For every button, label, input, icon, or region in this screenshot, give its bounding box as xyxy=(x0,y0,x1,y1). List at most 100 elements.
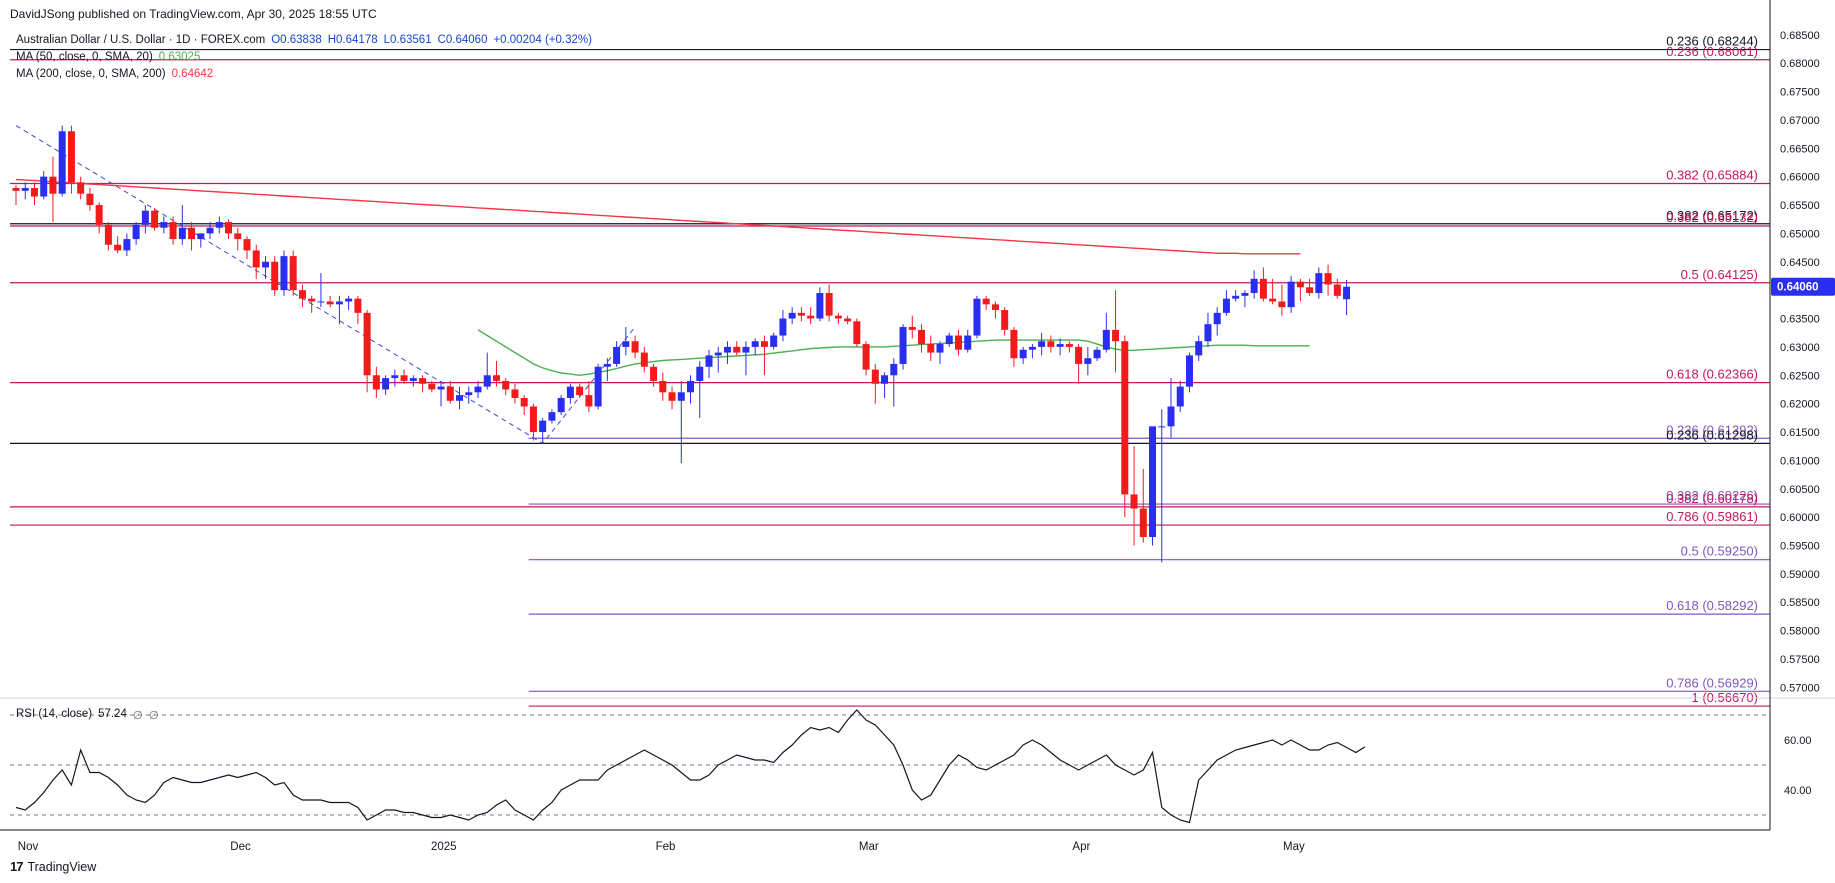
candle xyxy=(298,284,306,308)
candle-body xyxy=(696,366,704,381)
rsi-legend: RSI (14, close) 57.24 ∅ ∅ xyxy=(16,708,159,722)
candle xyxy=(1139,468,1147,543)
candle xyxy=(40,170,48,200)
price-tick-label: 0.60500 xyxy=(1780,484,1820,496)
candle xyxy=(881,372,889,398)
fib-label: 0.382 (0.65884) xyxy=(1666,167,1758,182)
ma200-label[interactable]: MA (200, close, 0, SMA, 200) xyxy=(16,68,166,80)
candle-body xyxy=(881,375,889,384)
candle-body xyxy=(908,327,916,330)
candle xyxy=(1195,335,1203,362)
candle-body xyxy=(1296,281,1304,288)
price-tick-label: 0.67000 xyxy=(1780,115,1820,127)
candle xyxy=(1315,267,1323,299)
candle-body xyxy=(797,312,805,316)
candle xyxy=(677,380,685,464)
candle xyxy=(1269,278,1277,305)
candle xyxy=(483,352,491,390)
candle-body xyxy=(742,346,750,353)
candle xyxy=(345,295,353,311)
candle-body xyxy=(428,383,436,390)
candle xyxy=(964,329,972,353)
candle xyxy=(234,227,242,251)
candle xyxy=(1038,332,1046,356)
price-tick-label: 0.67500 xyxy=(1780,87,1820,99)
candle xyxy=(271,256,279,296)
candle-body xyxy=(446,386,454,401)
fib-label: 0.618 (0.58292) xyxy=(1666,598,1758,613)
candle xyxy=(160,216,168,234)
candle xyxy=(1158,409,1166,563)
candle xyxy=(456,386,464,410)
ohlc-open: O0.63838 xyxy=(271,34,322,46)
candle xyxy=(1296,278,1304,302)
fibonacci-levels xyxy=(10,48,1770,707)
candle-body xyxy=(1056,344,1064,347)
candle xyxy=(705,349,713,379)
candle xyxy=(1047,335,1055,353)
candle-body xyxy=(622,341,630,347)
price-axis[interactable]: 0.68500 0.68000 0.67500 0.67000 0.66500 0.660… xyxy=(1769,0,1835,830)
ma200-line xyxy=(15,178,1301,255)
candle-body xyxy=(603,363,611,367)
candle-body xyxy=(40,176,48,197)
candle-body xyxy=(918,329,926,345)
candle-body xyxy=(788,312,796,319)
candle xyxy=(1343,279,1351,316)
time-axis[interactable]: Nov Dec 2025 Feb Mar Apr May xyxy=(0,829,1770,853)
candle xyxy=(687,375,695,404)
candle xyxy=(862,341,870,376)
symbol-name[interactable]: Australian Dollar / U.S. Dollar · 1D · F… xyxy=(16,34,266,46)
price-tick-label: 0.64500 xyxy=(1780,257,1820,269)
price-tick-label: 0.59000 xyxy=(1780,569,1820,581)
candle-body xyxy=(871,369,879,384)
candle-body xyxy=(511,389,519,398)
candle xyxy=(1093,346,1101,362)
candle-body xyxy=(21,188,29,191)
fib-label: 0.382 (0.60226) xyxy=(1666,488,1758,503)
rsi-extra-1: ∅ xyxy=(132,710,143,722)
candle-body xyxy=(991,304,999,311)
candle xyxy=(363,310,371,393)
candle-body xyxy=(613,346,621,364)
candle xyxy=(67,125,75,194)
candle xyxy=(520,395,528,415)
candle-body xyxy=(141,210,149,225)
candle xyxy=(751,338,759,356)
time-tick-label: Apr xyxy=(1072,841,1090,853)
trendline[interactable] xyxy=(15,125,636,445)
candle-body xyxy=(1185,355,1193,387)
candle-body xyxy=(1084,358,1092,364)
candle xyxy=(1176,380,1184,413)
candle-body xyxy=(1075,346,1083,364)
candle-body xyxy=(400,375,408,381)
candle xyxy=(252,244,260,279)
ma50-label[interactable]: MA (50, close, 0, SMA, 20) xyxy=(16,51,153,63)
candle xyxy=(816,287,824,322)
candle-body xyxy=(1010,329,1018,359)
candle xyxy=(511,383,519,404)
candle-body xyxy=(770,335,778,347)
candle-body xyxy=(123,239,131,251)
candle xyxy=(1306,278,1314,296)
candle xyxy=(1232,290,1240,302)
candle xyxy=(1084,346,1092,376)
candle xyxy=(529,403,537,441)
candle-body xyxy=(243,239,251,251)
candle xyxy=(557,395,565,415)
rsi-label[interactable]: RSI (14, close) xyxy=(16,708,93,720)
candle-body xyxy=(539,420,547,433)
candle xyxy=(372,366,380,398)
candle-body xyxy=(49,176,57,194)
candle xyxy=(1121,335,1129,518)
candle xyxy=(1204,312,1212,347)
candle xyxy=(391,369,399,387)
candles[interactable] xyxy=(12,125,1351,563)
rsi-pane[interactable] xyxy=(0,697,1835,824)
candle xyxy=(114,236,122,254)
price-tick-label: 0.62000 xyxy=(1780,399,1820,411)
candle-body xyxy=(927,344,935,353)
candle-body xyxy=(1204,324,1212,342)
candle xyxy=(141,205,149,234)
